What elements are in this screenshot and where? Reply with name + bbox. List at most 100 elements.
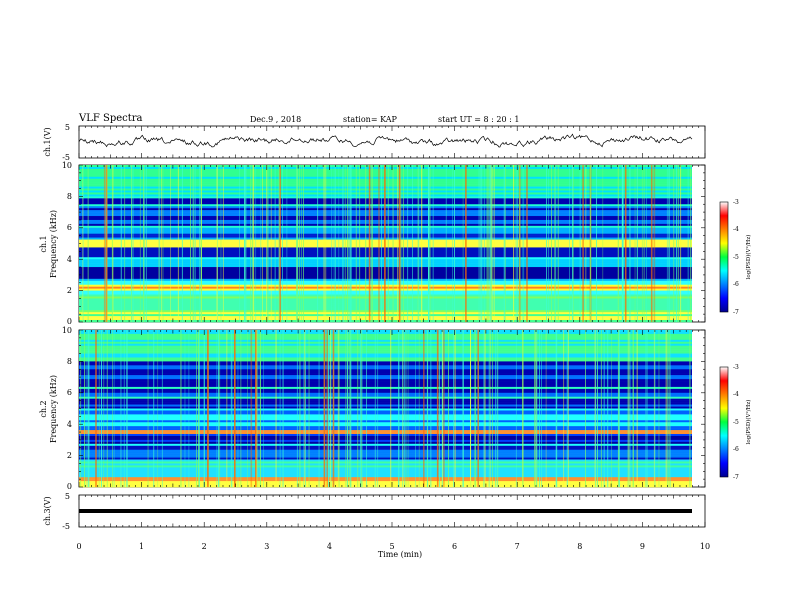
spectrogram-sferic [596, 165, 597, 322]
spectrogram-sferic [522, 330, 524, 487]
spectrogram-sferic [318, 330, 320, 487]
spectrogram-sferic [330, 330, 332, 487]
spectrogram-sferic [400, 165, 402, 322]
ch2-colorbar: -3 -4 -5 -6 -7 log(PSD)(V²/Hz) [719, 364, 752, 481]
spectrogram-band [79, 459, 692, 462]
spectrogram-band [79, 359, 692, 362]
spectrogram-sferic [381, 165, 382, 322]
spectrogram-sferic [257, 330, 259, 487]
spectrogram-sferic [483, 330, 485, 487]
spectrogram-sferic [621, 165, 623, 322]
spectrogram-band [79, 339, 692, 343]
spectrogram-sferic [106, 165, 108, 322]
ch3-ytick-neg5: -5 [62, 522, 70, 531]
cb1-tick: -6 [733, 281, 739, 288]
spectrogram-band [79, 465, 692, 468]
spectrogram-band [79, 341, 692, 345]
spectrogram-sferic [611, 330, 612, 487]
spectrogram-sferic [597, 330, 598, 487]
spectrogram-sferic [465, 165, 467, 322]
spectrogram-sferic [266, 165, 267, 322]
spectrogram-sferic [415, 330, 416, 487]
spectrogram-band [79, 369, 692, 372]
spectrogram-sferic [430, 330, 432, 487]
spectrogram-sferic [670, 330, 671, 487]
spectrogram-sferic [299, 330, 301, 487]
spectrogram-sferic [490, 165, 492, 322]
x-tick-label: 1 [139, 542, 144, 551]
x-tick-label: 10 [700, 542, 710, 551]
spectrogram-sferic [519, 165, 521, 322]
spectrogram-sferic [495, 330, 497, 487]
spectrogram-band [79, 392, 692, 396]
spectrogram-band [79, 439, 692, 443]
spectrogram-sferic [255, 330, 257, 487]
spectrogram-sferic [624, 165, 627, 322]
spectrogram-sferic [523, 330, 524, 487]
ch1-colorbar-gradient [719, 201, 729, 313]
cb1-tick: -3 [733, 199, 739, 206]
spectrogram-band [79, 353, 692, 356]
spectrogram-sferic [120, 330, 122, 487]
spectrogram-band [79, 347, 692, 350]
spectrogram-sferic [371, 165, 373, 322]
spectrogram-sferic [492, 330, 493, 487]
spectrogram-sferic [250, 165, 252, 322]
spectrogram-sferic [556, 330, 558, 487]
chart-title: VLF Spectra [79, 113, 143, 124]
spectrogram-sferic [628, 330, 630, 487]
spectrogram-sferic [199, 330, 200, 487]
spectrogram-sferic [88, 330, 90, 487]
ch2-ytick-label: 0 [67, 482, 72, 491]
spectrogram-sferic [220, 165, 222, 322]
spectrogram-sferic [377, 330, 379, 487]
ch2-ytick-label: 6 [67, 388, 72, 397]
spectrogram-sferic [513, 165, 515, 322]
spectrogram-band [79, 475, 692, 478]
spectrogram-sferic [253, 165, 255, 322]
spectrogram-sferic [359, 330, 361, 487]
spectrogram-band [79, 367, 692, 370]
spectrogram-sferic [157, 330, 159, 487]
spectrogram-sferic [159, 165, 161, 322]
spectrogram-sferic [488, 330, 490, 487]
spectrogram-sferic [407, 330, 409, 487]
spectrogram-sferic [113, 330, 115, 487]
spectrogram-band [79, 441, 692, 445]
ch2-colorbar-label: log(PSD)(V²/Hz) [745, 400, 752, 445]
spectrogram-sferic [634, 165, 636, 322]
spectrogram-sferic [387, 165, 389, 322]
spectrogram-sferic [259, 330, 261, 487]
spectrogram-sferic [442, 330, 444, 487]
spectrogram-sferic [84, 330, 86, 487]
spectrogram-sferic [296, 330, 298, 487]
ch1-ytick-label: 0 [67, 317, 72, 326]
spectrogram-sferic [423, 330, 425, 487]
spectrogram-sferic [331, 165, 333, 322]
spectrogram-band [79, 355, 692, 358]
spectrogram-sferic [355, 165, 357, 322]
spectrogram-sferic [188, 330, 190, 487]
spectrogram-band [79, 467, 692, 470]
spectrogram-sferic [650, 165, 653, 322]
spectrogram-band [79, 461, 692, 464]
spectrogram-sferic [86, 330, 88, 487]
spectrogram-sferic [230, 330, 232, 487]
spectrogram-sferic [539, 330, 540, 487]
spectrogram-sferic [582, 165, 584, 322]
spectrogram-sferic [161, 330, 163, 487]
x-tick-label: 4 [327, 542, 332, 551]
spectrogram-band [79, 455, 692, 458]
spectrogram-sferic [628, 330, 630, 487]
header-date: Dec.9 , 2018 [250, 115, 302, 124]
spectrogram-sferic [491, 165, 493, 322]
spectrogram-sferic [323, 330, 326, 487]
spectrogram-sferic [263, 330, 264, 487]
ch2-colorbar-gradient [719, 366, 729, 478]
spectrogram-band [79, 435, 692, 439]
spectrogram-band [79, 428, 692, 431]
spectrogram-sferic [112, 330, 113, 487]
spectrogram-sferic [239, 165, 240, 322]
spectrogram-sferic [87, 165, 89, 322]
spectrogram-band [79, 469, 692, 472]
